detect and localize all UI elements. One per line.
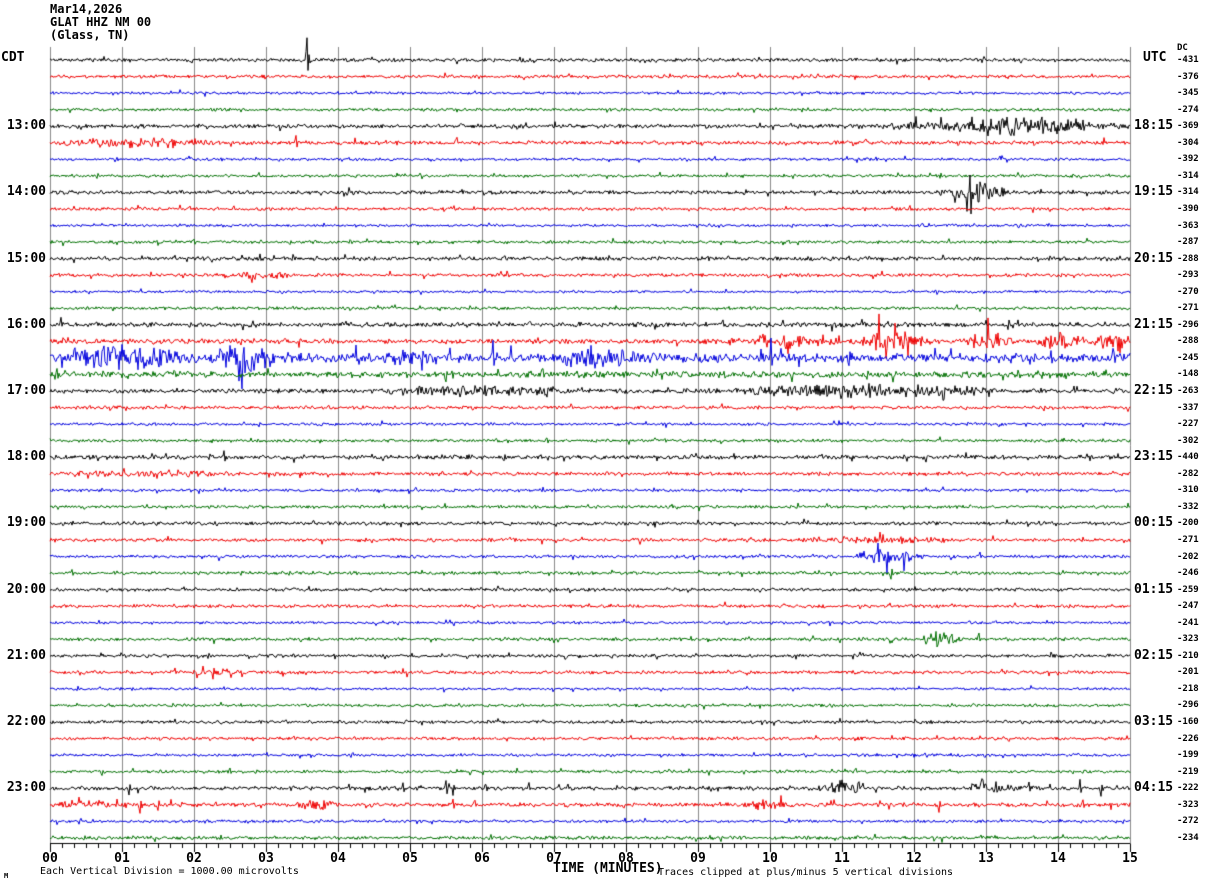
x-tick-label: 05 <box>402 851 418 866</box>
vertical-division-note: Each Vertical Division = 1000.00 microvo… <box>40 866 299 877</box>
dc-offset-value: -323 <box>1177 799 1199 810</box>
scale-mark-glyph: M <box>4 872 9 880</box>
dc-offset-value: -263 <box>1177 386 1199 396</box>
dc-offset-value: -201 <box>1177 667 1199 678</box>
dc-column-header: DC <box>1177 43 1188 53</box>
clipping-note: Traces clipped at plus/minus 5 vertical … <box>658 867 954 878</box>
dc-offset-value: -282 <box>1177 468 1199 479</box>
left-timezone-label: CDT <box>1 50 25 65</box>
x-tick-label: 01 <box>114 851 130 866</box>
dc-offset-value: -160 <box>1177 717 1199 727</box>
title-date: Mar14,2026 <box>50 2 123 16</box>
dc-offset-value: -363 <box>1177 220 1199 231</box>
dc-offset-value: -293 <box>1177 270 1199 281</box>
dc-offset-value: -369 <box>1177 121 1199 132</box>
dc-offset-value: -302 <box>1177 435 1199 446</box>
dc-offset-value: -247 <box>1177 601 1199 612</box>
dc-offset-value: -287 <box>1177 237 1199 248</box>
dc-offset-value: -210 <box>1177 650 1199 661</box>
x-tick-label: 07 <box>546 851 562 866</box>
cdt-hour-label: 16:00 <box>6 316 46 332</box>
utc-hour-label: 02:15 <box>1134 647 1174 663</box>
x-tick-label: 04 <box>330 851 346 866</box>
dc-offset-value: -314 <box>1177 187 1199 198</box>
x-tick-label: 03 <box>258 851 274 866</box>
dc-offset-value: -274 <box>1177 104 1199 115</box>
x-tick-label: 08 <box>618 851 634 866</box>
utc-hour-label: 18:15 <box>1134 118 1174 134</box>
dc-offset-value: -337 <box>1177 402 1199 413</box>
cdt-hour-label: 21:00 <box>6 647 46 663</box>
dc-offset-value: -288 <box>1177 336 1199 347</box>
dc-offset-value: -345 <box>1177 88 1199 99</box>
dc-offset-value: -218 <box>1177 683 1199 694</box>
dc-offset-value: -245 <box>1177 352 1199 363</box>
cdt-hour-label: 20:00 <box>6 581 46 597</box>
x-tick-label: 11 <box>834 851 850 866</box>
utc-hour-label: 23:15 <box>1134 449 1174 465</box>
dc-offset-value: -296 <box>1177 319 1199 330</box>
x-tick-label: 14 <box>1050 851 1066 866</box>
dc-offset-value: -219 <box>1177 766 1199 777</box>
dc-offset-value: -376 <box>1177 71 1199 82</box>
utc-hour-label: 00:15 <box>1134 515 1174 531</box>
dc-offset-value: -440 <box>1177 452 1199 463</box>
dc-offset-value: -199 <box>1177 750 1199 761</box>
dc-offset-value: -246 <box>1177 568 1199 579</box>
dc-offset-value: -226 <box>1177 733 1199 744</box>
dc-offset-value: -296 <box>1177 700 1199 711</box>
x-tick-label: 13 <box>978 851 994 866</box>
dc-offset-value: -390 <box>1177 203 1199 214</box>
x-tick-label: 09 <box>690 851 706 866</box>
x-tick-label: 12 <box>906 851 922 866</box>
utc-hour-label: 21:15 <box>1134 316 1174 332</box>
title-location: (Glass, TN) <box>50 28 130 42</box>
cdt-hour-label: 14:00 <box>6 184 46 200</box>
dc-offset-value: -304 <box>1177 137 1199 148</box>
dc-offset-value: -202 <box>1177 551 1199 562</box>
right-timezone-label: UTC <box>1143 50 1167 65</box>
dc-offset-value: -148 <box>1177 369 1199 380</box>
utc-hour-label: 03:15 <box>1134 714 1174 729</box>
utc-hour-label: 20:15 <box>1134 250 1174 266</box>
dc-offset-value: -314 <box>1177 170 1199 181</box>
x-axis-title: TIME (MINUTES) <box>553 861 663 876</box>
utc-hour-label: 01:15 <box>1134 581 1174 597</box>
cdt-hour-label: 18:00 <box>6 449 46 465</box>
cdt-hour-label: 13:00 <box>6 118 46 134</box>
cdt-hour-label: 19:00 <box>6 515 46 531</box>
cdt-hour-label: 23:00 <box>6 780 46 796</box>
x-tick-label: 00 <box>42 851 58 866</box>
dc-offset-value: -288 <box>1177 253 1199 264</box>
dc-offset-value: -272 <box>1177 816 1199 827</box>
cdt-hour-label: 22:00 <box>6 714 46 729</box>
x-tick-label: 10 <box>762 851 778 866</box>
dc-offset-value: -234 <box>1177 832 1199 843</box>
dc-offset-value: -270 <box>1177 286 1199 297</box>
dc-offset-value: -271 <box>1177 534 1199 545</box>
cdt-hour-label: 15:00 <box>6 250 46 266</box>
dc-offset-value: -392 <box>1177 154 1199 165</box>
dc-offset-value: -259 <box>1177 584 1199 595</box>
dc-offset-value: -271 <box>1177 303 1199 314</box>
title-station: GLAT HHZ NM 00 <box>50 15 152 29</box>
dc-offset-value: -431 <box>1177 55 1199 65</box>
utc-hour-label: 04:15 <box>1134 780 1174 796</box>
dc-offset-value: -323 <box>1177 634 1199 645</box>
dc-offset-value: -332 <box>1177 501 1199 512</box>
dc-offset-value: -241 <box>1177 617 1199 628</box>
cdt-hour-label: 17:00 <box>6 383 46 398</box>
x-tick-label: 02 <box>186 851 202 866</box>
utc-hour-label: 22:15 <box>1134 383 1174 398</box>
dc-offset-value: -227 <box>1177 419 1199 430</box>
dc-offset-value: -310 <box>1177 485 1199 496</box>
dc-offset-value: -200 <box>1177 518 1199 529</box>
utc-hour-label: 19:15 <box>1134 184 1174 200</box>
x-tick-label: 15 <box>1122 851 1138 866</box>
x-tick-label: 06 <box>474 851 490 866</box>
dc-offset-value: -222 <box>1177 783 1199 794</box>
